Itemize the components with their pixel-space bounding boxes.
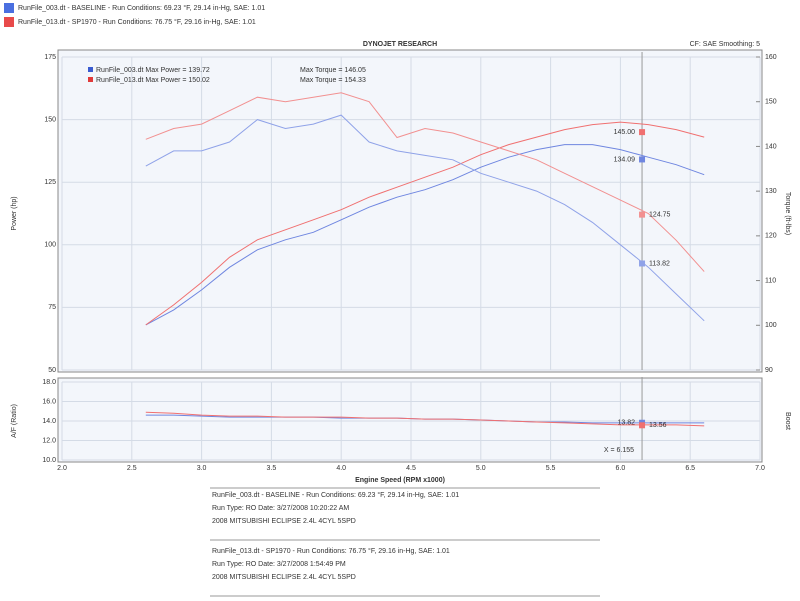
run-detail: Run Type: RO Date: 3/27/2008 1:54:49 PM bbox=[212, 561, 346, 568]
y-tick-label: 150 bbox=[44, 116, 56, 123]
series-line bbox=[145, 92, 705, 272]
run-header: RunFile_003.dt - BASELINE - Run Conditio… bbox=[18, 4, 265, 12]
legend-torque: Max Torque = 146.05 bbox=[300, 67, 366, 74]
y-tick-label: 18.0 bbox=[42, 379, 56, 386]
cursor-value: 13.82 bbox=[618, 420, 636, 427]
chart-subtitle: CF: SAE Smoothing: 5 bbox=[690, 41, 761, 48]
legend-swatch bbox=[88, 77, 93, 82]
x-tick-label: 3.0 bbox=[197, 465, 207, 472]
cursor-marker bbox=[639, 260, 646, 267]
x-axis-label: Engine Speed (RPM x1000) bbox=[355, 477, 445, 484]
main-frame bbox=[57, 49, 763, 373]
run-detail: 2008 MITSUBISHI ECLIPSE 2.4L 4CYL 5SPD bbox=[212, 574, 356, 581]
y2-tick-label: 150 bbox=[765, 99, 777, 106]
cursor-marker bbox=[639, 129, 646, 136]
legend-torque: Max Torque = 154.33 bbox=[300, 77, 366, 84]
cursor-value: 113.82 bbox=[649, 260, 670, 267]
y-tick-label: 16.0 bbox=[42, 398, 56, 405]
cursor-value: 124.75 bbox=[649, 211, 671, 218]
x-tick-label: 2.0 bbox=[57, 465, 67, 472]
run-detail: 2008 MITSUBISHI ECLIPSE 2.4L 4CYL 5SPD bbox=[212, 518, 356, 525]
afr-frame bbox=[57, 377, 763, 463]
y-tick-label: 50 bbox=[48, 367, 56, 374]
x-tick-label: 5.0 bbox=[476, 465, 486, 472]
y2-tick-label: 90 bbox=[765, 367, 773, 374]
y-tick-label: 175 bbox=[44, 54, 56, 61]
x-tick-label: 6.5 bbox=[685, 465, 695, 472]
series-line bbox=[145, 121, 705, 326]
series-line bbox=[145, 114, 705, 322]
y2-tick-label: 100 bbox=[765, 322, 777, 329]
cursor-label: X = 6.155 bbox=[604, 447, 634, 454]
cursor-value: 145.00 bbox=[614, 129, 636, 136]
y-tick-label: 10.0 bbox=[42, 457, 56, 464]
y-tick-label: 100 bbox=[44, 242, 56, 249]
cursor-marker bbox=[639, 156, 646, 163]
y-tick-label: 75 bbox=[48, 304, 56, 311]
x-tick-label: 5.5 bbox=[546, 465, 556, 472]
y-tick-label: 125 bbox=[44, 179, 56, 186]
cursor-marker bbox=[639, 211, 646, 218]
run-header: RunFile_013.dt - SP1970 - Run Conditions… bbox=[18, 18, 256, 26]
run-swatch bbox=[4, 3, 14, 13]
chart-title: DYNOJET RESEARCH bbox=[363, 41, 437, 48]
y2-tick-label: 160 bbox=[765, 54, 777, 61]
run-swatch bbox=[4, 17, 14, 27]
cursor-value: 13.56 bbox=[649, 422, 667, 429]
cursor-marker bbox=[639, 422, 646, 429]
x-tick-label: 4.5 bbox=[406, 465, 416, 472]
x-tick-label: 2.5 bbox=[127, 465, 137, 472]
legend-power: RunFile_013.dt Max Power = 150.02 bbox=[96, 77, 210, 84]
y-axis-label: Power (hp) bbox=[11, 196, 18, 230]
y-axis-label: A/F (Ratio) bbox=[11, 404, 18, 438]
x-tick-label: 4.0 bbox=[336, 465, 346, 472]
y2-tick-label: 130 bbox=[765, 188, 777, 195]
x-tick-label: 3.5 bbox=[267, 465, 277, 472]
series-line bbox=[145, 411, 705, 427]
y2-tick-label: 140 bbox=[765, 143, 777, 150]
y-tick-label: 12.0 bbox=[42, 437, 56, 444]
x-tick-label: 6.0 bbox=[616, 465, 626, 472]
legend-power: RunFile_003.dt Max Power = 139.72 bbox=[96, 67, 210, 74]
series-line bbox=[145, 144, 705, 326]
y2-axis-label: Torque (ft-lbs) bbox=[784, 192, 791, 235]
run-detail: Run Type: RO Date: 3/27/2008 10:20:22 AM bbox=[212, 505, 349, 512]
run-detail: RunFile_003.dt - BASELINE - Run Conditio… bbox=[212, 491, 459, 499]
y2-tick-label: 110 bbox=[765, 277, 776, 284]
y2-axis-label: Boost bbox=[784, 412, 791, 430]
x-tick-label: 7.0 bbox=[755, 465, 765, 472]
y-tick-label: 14.0 bbox=[42, 418, 56, 425]
legend-swatch bbox=[88, 67, 93, 72]
y2-tick-label: 120 bbox=[765, 233, 777, 240]
cursor-value: 134.09 bbox=[614, 156, 636, 163]
run-detail: RunFile_013.dt - SP1970 - Run Conditions… bbox=[212, 547, 450, 555]
